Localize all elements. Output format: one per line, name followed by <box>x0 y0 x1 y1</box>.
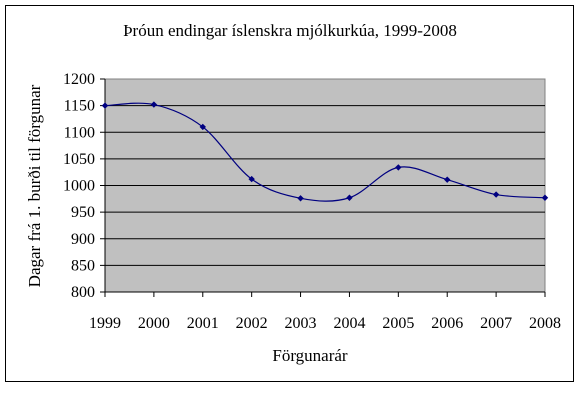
y-tick-label: 800 <box>71 284 95 301</box>
y-tick-label: 900 <box>71 231 95 248</box>
axes <box>100 78 546 297</box>
data-point <box>248 175 255 183</box>
y-tick-label: 850 <box>71 257 95 274</box>
data-point <box>101 102 109 109</box>
x-tick-label: 2005 <box>382 315 414 332</box>
data-markers <box>101 101 549 202</box>
y-tick-label: 1000 <box>63 178 95 195</box>
x-tick-label: 2007 <box>480 315 512 332</box>
data-point <box>395 164 402 171</box>
data-point <box>199 123 206 131</box>
y-tick-label: 1150 <box>64 98 95 115</box>
x-tick-label: 1999 <box>89 315 121 332</box>
x-tick-labels: 1999 2000 2001 2002 2003 2004 2005 2006 2007 2008 <box>89 315 561 332</box>
y-axis-title: Dagar frá 1. burði til förgunar <box>25 84 44 287</box>
data-point <box>150 101 158 108</box>
x-tick-label: 2008 <box>529 315 561 332</box>
x-tick-label: 2004 <box>333 315 365 332</box>
x-tick-label: 2006 <box>431 315 463 332</box>
y-tick-labels: 800 850 900 950 1000 1050 1100 1150 1200 <box>63 71 95 301</box>
data-point <box>444 176 451 183</box>
x-tick-label: 2000 <box>138 315 170 332</box>
x-axis-title: Förgunarár <box>272 346 348 365</box>
y-tick-label: 1100 <box>64 124 95 141</box>
x-tick-label: 2002 <box>236 315 268 332</box>
x-tick-label: 2001 <box>187 315 219 332</box>
data-point <box>492 191 500 198</box>
series-line <box>104 102 546 202</box>
data-point <box>297 195 304 202</box>
y-tick-label: 1200 <box>63 71 95 88</box>
y-tick-label: 950 <box>71 204 95 221</box>
gridlines <box>105 105 545 266</box>
data-point <box>541 194 549 201</box>
x-tick-label: 2003 <box>285 315 317 332</box>
y-tick-label: 1050 <box>63 151 95 168</box>
chart-title: Þróun endingar íslenskra mjólkurkúa, 199… <box>123 21 457 40</box>
data-point <box>346 194 353 201</box>
